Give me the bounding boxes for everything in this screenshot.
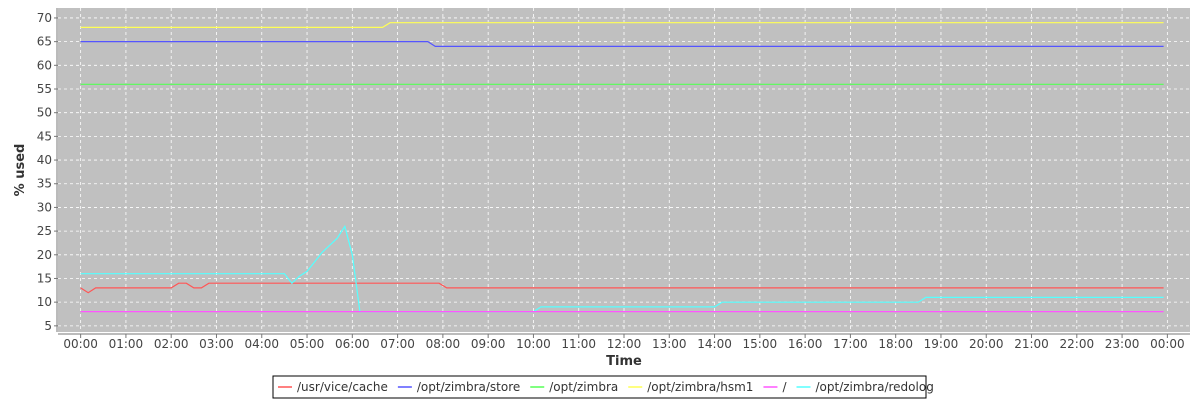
y-tick-label: 65 [37,35,52,49]
y-tick-label: 15 [37,271,52,285]
x-tick-label: 23:00 [1105,337,1140,351]
x-tick-label: 20:00 [969,337,1004,351]
y-tick-label: 5 [44,319,52,333]
y-axis-label: % used [13,144,28,197]
x-tick-label: 06:00 [335,337,370,351]
legend-box [272,375,927,399]
x-tick-label: 09:00 [471,337,506,351]
x-tick-label: 08:00 [426,337,461,351]
x-tick-label: 03:00 [199,337,234,351]
x-tick-label: 00:00 [1150,337,1185,351]
x-tick-label: 05:00 [290,337,325,351]
x-tick-label: 12:00 [607,337,642,351]
x-tick-label: 11:00 [561,337,596,351]
legend-label: /opt/zimbra/redolog [815,380,933,394]
y-tick-label: 55 [37,82,52,96]
x-tick-label: 19:00 [924,337,959,351]
y-tick-label: 50 [37,106,52,120]
x-tick-label: 22:00 [1060,337,1095,351]
y-tick-label: 60 [37,58,52,72]
legend: /usr/vice/cache/opt/zimbra/store/opt/zim… [272,375,934,399]
y-tick-label: 10 [37,295,52,309]
legend-label: / [782,380,787,394]
x-tick-label: 02:00 [154,337,189,351]
x-tick-label: 01:00 [109,337,144,351]
y-tick-label: 45 [37,129,52,143]
series-line-0 [80,282,1164,294]
x-tick-label: 13:00 [652,337,687,351]
y-tick-label: 20 [37,248,52,262]
x-tick-label: 15:00 [743,337,778,351]
y-tick-label: 35 [37,177,52,191]
series-line-5 [80,224,1164,313]
y-tick-label: 25 [37,224,52,238]
y-tick-label: 30 [37,200,52,214]
x-tick-label: 04:00 [244,337,279,351]
x-tick-label: 00:00 [63,337,98,351]
series-line-3 [80,22,1164,28]
legend-label: /opt/zimbra/store [417,380,520,394]
x-tick-label: 21:00 [1014,337,1049,351]
x-tick-label: 17:00 [833,337,868,351]
y-tick-label: 40 [37,153,52,167]
x-tick-label: 14:00 [697,337,732,351]
x-axis-label: Time [606,354,642,369]
x-tick-label: 10:00 [516,337,551,351]
x-tick-label: 16:00 [788,337,823,351]
legend-label: /usr/vice/cache [297,380,388,394]
y-tick-label: 70 [37,11,52,25]
x-tick-label: 07:00 [380,337,415,351]
x-tick-label: 18:00 [878,337,913,351]
series-line-1 [80,40,1164,48]
legend-label: /opt/zimbra/hsm1 [647,380,753,394]
legend-label: /opt/zimbra [549,380,618,394]
